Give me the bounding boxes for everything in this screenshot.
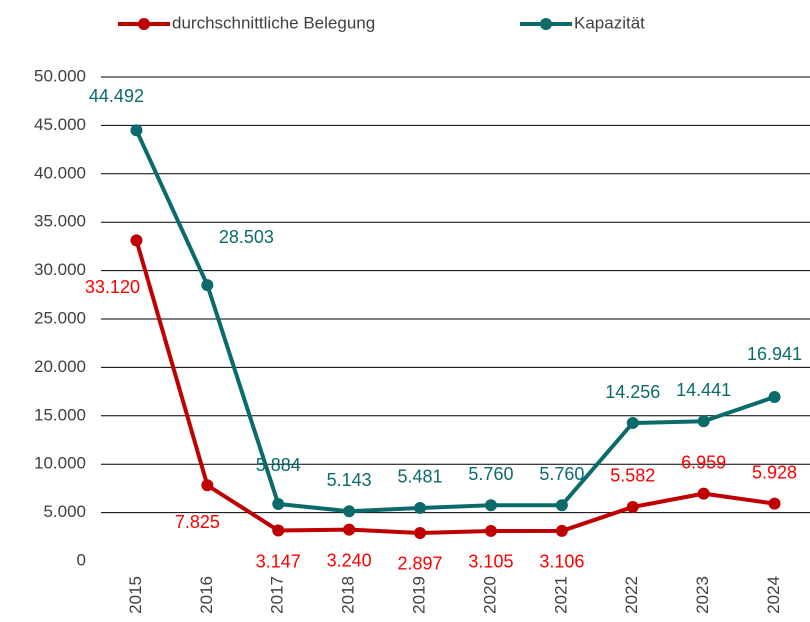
value-label: 33.120 (85, 277, 140, 297)
x-tick-label: 2017 (268, 576, 287, 614)
value-label: 14.256 (605, 382, 660, 402)
point (768, 497, 781, 510)
value-label: 5.582 (610, 466, 655, 486)
legend-label: Kapazität (574, 13, 645, 32)
value-label: 3.240 (327, 550, 372, 570)
y-tick-label: 5.000 (43, 502, 86, 521)
y-tick-label: 35.000 (34, 212, 86, 231)
value-label: 5.928 (752, 462, 797, 482)
y-tick-label: 45.000 (34, 115, 86, 134)
y-tick-label: 0 (77, 550, 86, 569)
point (484, 499, 497, 512)
point (343, 505, 356, 518)
point (626, 417, 639, 430)
point (130, 124, 143, 137)
point (414, 501, 427, 514)
point (555, 524, 568, 537)
point (697, 487, 710, 500)
value-label: 16.941 (747, 344, 802, 364)
point (555, 499, 568, 512)
legend-marker (540, 18, 552, 30)
point (697, 415, 710, 428)
value-label: 6.959 (681, 452, 726, 472)
legend-label: durchschnittliche Belegung (172, 13, 375, 32)
legend-marker (138, 18, 150, 30)
point (626, 500, 639, 513)
point (414, 526, 427, 539)
x-tick-label: 2023 (693, 576, 712, 614)
x-tick-label: 2022 (622, 576, 641, 614)
value-label: 3.105 (468, 552, 513, 572)
value-label: 5.884 (256, 455, 301, 475)
point (272, 498, 285, 511)
x-tick-label: 2019 (410, 576, 429, 614)
x-tick-label: 2015 (126, 576, 145, 614)
y-tick-label: 30.000 (34, 260, 86, 279)
value-label: 14.441 (676, 380, 731, 400)
x-tick-label: 2020 (480, 576, 499, 614)
x-tick-label: 2016 (197, 576, 216, 614)
value-label: 5.760 (539, 464, 584, 484)
value-label: 3.147 (256, 551, 301, 571)
point (343, 523, 356, 536)
series-line (134, 129, 776, 514)
y-tick-label: 20.000 (34, 357, 86, 376)
y-tick-label: 25.000 (34, 308, 86, 327)
series-line (134, 239, 775, 535)
value-label: 3.106 (539, 552, 584, 572)
value-label: 28.503 (219, 227, 274, 247)
point (768, 391, 781, 404)
y-tick-label: 40.000 (34, 163, 86, 182)
point (484, 524, 497, 537)
value-label: 5.760 (468, 464, 513, 484)
value-label: 7.825 (175, 512, 220, 532)
value-label: 44.492 (89, 86, 144, 106)
y-tick-label: 50.000 (34, 66, 86, 85)
point (272, 524, 285, 537)
y-tick-label: 15.000 (34, 405, 86, 424)
x-tick-label: 2024 (764, 576, 783, 614)
point (201, 279, 214, 292)
value-label: 2.897 (398, 554, 443, 574)
x-tick-label: 2018 (339, 576, 358, 614)
value-label: 5.143 (327, 470, 372, 490)
y-tick-label: 10.000 (34, 454, 86, 473)
point (201, 479, 214, 492)
value-label: 5.481 (398, 467, 443, 487)
point (130, 234, 143, 247)
x-tick-label: 2021 (551, 576, 570, 614)
